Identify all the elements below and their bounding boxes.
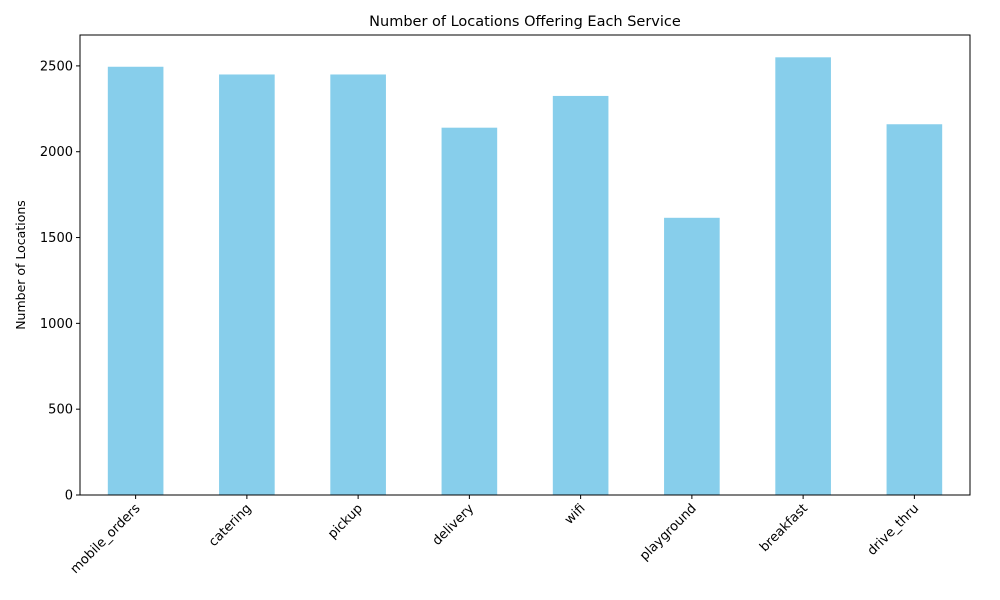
bar-pickup bbox=[330, 74, 386, 496]
x-tick-label-mobile_orders: mobile_orders bbox=[68, 501, 144, 577]
y-tick-label: 1500 bbox=[40, 231, 73, 246]
bar-delivery bbox=[441, 127, 498, 495]
y-tick-label: 0 bbox=[65, 489, 73, 504]
bars-layer bbox=[107, 57, 943, 496]
y-axis-ticks: 0 500 1000 1500 2000 2500 bbox=[40, 59, 80, 504]
x-tick-label-playground: playground bbox=[637, 501, 700, 564]
y-tick-label: 2000 bbox=[40, 145, 73, 160]
axes-layer bbox=[79, 34, 971, 496]
x-tick-label-pickup: pickup bbox=[325, 501, 366, 542]
x-tick-label-catering: catering bbox=[206, 501, 255, 550]
bar-breakfast bbox=[775, 57, 831, 495]
x-tick-label-drive_thru: drive_thru bbox=[865, 501, 923, 559]
x-tick-label-wifi: wifi bbox=[562, 501, 588, 527]
bar-catering bbox=[219, 74, 275, 496]
y-tick-label: 500 bbox=[48, 403, 73, 418]
y-tick-label: 2500 bbox=[40, 59, 73, 74]
bar-mobile_orders bbox=[107, 66, 164, 496]
y-axis-label: Number of Locations bbox=[13, 200, 28, 330]
bar-playground bbox=[664, 217, 720, 495]
x-tick-label-delivery: delivery bbox=[430, 501, 478, 549]
x-axis-ticks: mobile_orders catering pickup delivery wifi p… bbox=[68, 495, 922, 577]
chart-title: Number of Locations Offering Each Servic… bbox=[369, 14, 681, 30]
x-tick-label-breakfast: breakfast bbox=[757, 501, 811, 555]
plot-frame bbox=[79, 34, 971, 496]
y-tick-label: 1000 bbox=[40, 317, 73, 332]
bar-wifi bbox=[552, 95, 609, 496]
bar-drive_thru bbox=[886, 124, 943, 496]
